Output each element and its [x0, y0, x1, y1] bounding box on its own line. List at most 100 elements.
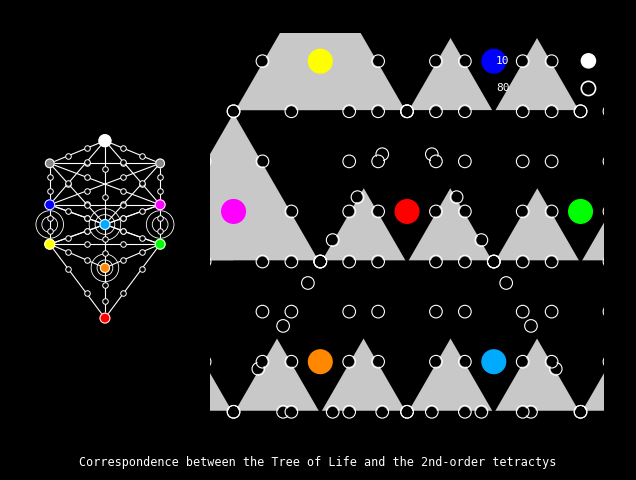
Circle shape — [45, 200, 55, 210]
Circle shape — [518, 157, 527, 166]
Circle shape — [548, 57, 556, 66]
Circle shape — [279, 322, 287, 330]
Circle shape — [518, 207, 527, 216]
Circle shape — [100, 219, 110, 229]
Circle shape — [287, 408, 296, 416]
Circle shape — [229, 107, 238, 116]
Circle shape — [155, 239, 165, 249]
Circle shape — [482, 49, 506, 73]
Circle shape — [374, 107, 382, 116]
Circle shape — [548, 107, 556, 116]
Circle shape — [287, 307, 296, 316]
Circle shape — [452, 193, 461, 202]
Circle shape — [460, 257, 469, 266]
Circle shape — [548, 7, 556, 15]
Circle shape — [518, 257, 527, 266]
Circle shape — [258, 57, 266, 66]
Circle shape — [460, 358, 469, 366]
Circle shape — [258, 307, 266, 316]
Circle shape — [56, 408, 64, 416]
Circle shape — [142, 257, 151, 266]
Circle shape — [518, 57, 527, 66]
Circle shape — [460, 307, 469, 316]
Circle shape — [85, 358, 93, 366]
Polygon shape — [407, 0, 581, 111]
Circle shape — [490, 257, 498, 266]
Polygon shape — [60, 262, 233, 412]
Circle shape — [222, 200, 245, 223]
Circle shape — [229, 408, 238, 416]
Circle shape — [403, 107, 411, 116]
Circle shape — [135, 350, 158, 373]
Circle shape — [432, 307, 440, 316]
Circle shape — [432, 7, 440, 15]
Circle shape — [171, 408, 180, 416]
Circle shape — [460, 408, 469, 416]
Circle shape — [634, 408, 636, 416]
Circle shape — [279, 408, 287, 416]
Circle shape — [490, 257, 498, 266]
Circle shape — [100, 313, 110, 323]
Circle shape — [581, 54, 595, 68]
Circle shape — [114, 408, 122, 416]
Circle shape — [518, 307, 527, 316]
Polygon shape — [233, 262, 407, 412]
Circle shape — [200, 257, 209, 266]
Circle shape — [518, 7, 527, 15]
Circle shape — [432, 157, 440, 166]
Circle shape — [171, 207, 180, 216]
Circle shape — [432, 358, 440, 366]
Circle shape — [518, 107, 527, 116]
Circle shape — [142, 257, 151, 266]
Polygon shape — [407, 262, 581, 412]
Circle shape — [378, 150, 387, 158]
Polygon shape — [147, 111, 321, 262]
Circle shape — [45, 159, 54, 168]
Circle shape — [345, 408, 354, 416]
Circle shape — [258, 358, 266, 366]
Circle shape — [155, 200, 165, 210]
Text: 10: 10 — [496, 56, 509, 66]
Circle shape — [316, 257, 324, 266]
Circle shape — [634, 157, 636, 166]
Circle shape — [477, 236, 486, 244]
Circle shape — [345, 207, 354, 216]
Circle shape — [316, 257, 324, 266]
Circle shape — [432, 257, 440, 266]
Circle shape — [114, 307, 122, 316]
Text: Correspondence between the Tree of Life and the 2nd-order tetractys: Correspondence between the Tree of Life … — [80, 456, 556, 469]
Circle shape — [518, 358, 527, 366]
Circle shape — [345, 257, 354, 266]
Circle shape — [548, 307, 556, 316]
Polygon shape — [321, 111, 494, 262]
Circle shape — [378, 408, 387, 416]
Circle shape — [576, 107, 585, 116]
Circle shape — [403, 107, 411, 116]
Circle shape — [99, 135, 111, 146]
Polygon shape — [494, 111, 636, 262]
Circle shape — [156, 159, 165, 168]
Circle shape — [605, 107, 614, 116]
Circle shape — [482, 350, 506, 373]
Circle shape — [287, 107, 296, 116]
Polygon shape — [233, 262, 407, 412]
Circle shape — [229, 408, 238, 416]
Circle shape — [432, 107, 440, 116]
Circle shape — [374, 358, 382, 366]
Circle shape — [527, 322, 536, 330]
Circle shape — [374, 157, 382, 166]
Circle shape — [254, 364, 263, 373]
Circle shape — [308, 49, 332, 73]
Circle shape — [605, 207, 614, 216]
Circle shape — [287, 207, 296, 216]
Text: 80: 80 — [496, 84, 509, 94]
Circle shape — [374, 257, 382, 266]
Polygon shape — [321, 111, 494, 262]
Circle shape — [460, 7, 469, 15]
Polygon shape — [494, 111, 636, 262]
Circle shape — [403, 408, 411, 416]
Circle shape — [432, 207, 440, 216]
Circle shape — [527, 408, 536, 416]
Circle shape — [328, 236, 337, 244]
Circle shape — [345, 307, 354, 316]
